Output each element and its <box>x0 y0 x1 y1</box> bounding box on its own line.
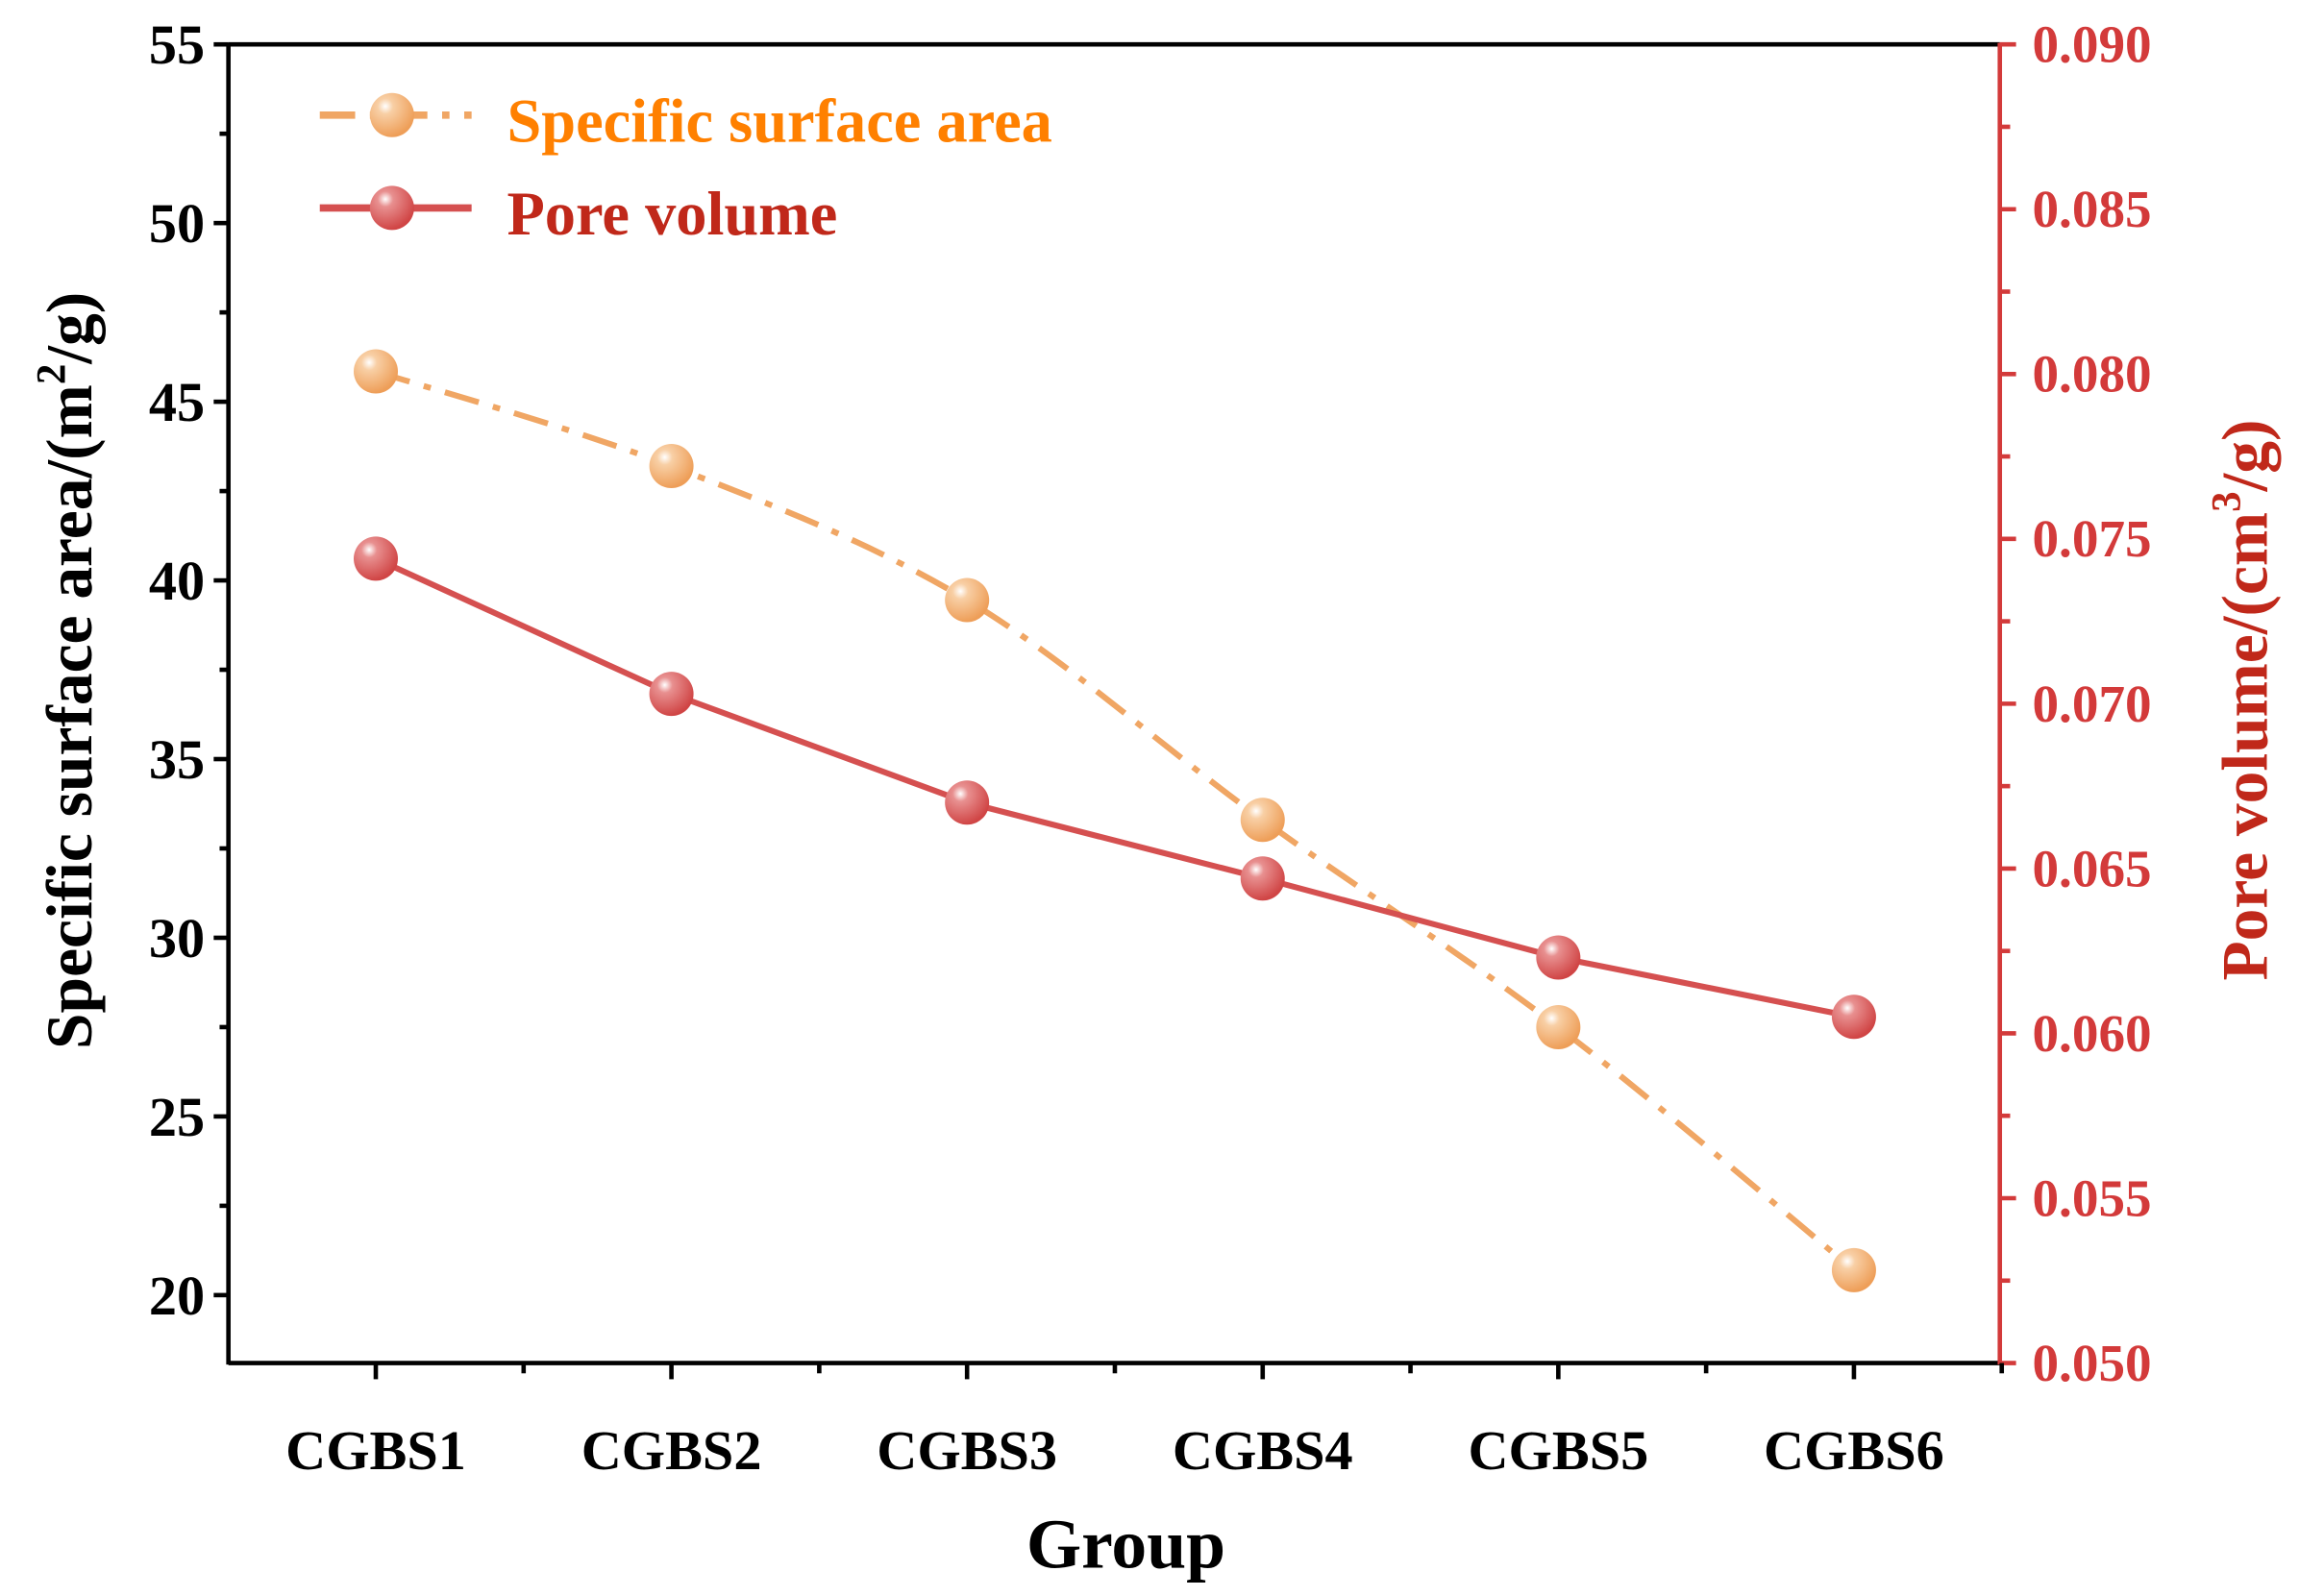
y-right-tick-label: 0.065 <box>2032 839 2151 897</box>
y-right-tick-label: 0.050 <box>2032 1334 2151 1392</box>
y-right-tick-label: 0.060 <box>2032 1004 2151 1063</box>
y-left-tick-label: 55 <box>149 13 205 76</box>
x-tick-label: CGBS6 <box>1764 1419 1944 1482</box>
y-right-tick-label: 0.070 <box>2032 675 2151 733</box>
y-axis-left-title: Specific surface area/(m2/g) <box>29 292 106 1049</box>
pore-volume-line <box>374 555 1855 1020</box>
legend-label-ssa: Specific surface area <box>507 86 1051 155</box>
legend-marker-pv <box>369 185 414 231</box>
y-left-tick-label: 40 <box>149 550 205 612</box>
pore-volume-point <box>1536 935 1581 980</box>
x-tick-label: CGBS1 <box>285 1419 466 1482</box>
pore-volume-point <box>354 536 398 581</box>
y-left-tick-label: 50 <box>149 192 205 255</box>
y-axis-right-title: Pore volume/(cm3/g) <box>2205 420 2282 981</box>
ssa-point <box>1831 1247 1876 1292</box>
ssa-point <box>354 349 398 394</box>
y-right-tick-label: 0.055 <box>2032 1168 2151 1227</box>
y-left-tick-label: 25 <box>149 1086 205 1148</box>
ssa-point <box>1536 1004 1581 1049</box>
ssa-point <box>1240 798 1285 843</box>
y-left-tick-label: 45 <box>149 371 205 433</box>
pore-volume-point <box>649 672 694 717</box>
x-tick-label: CGBS3 <box>877 1419 1057 1482</box>
pore-volume-point <box>1240 856 1285 901</box>
x-tick-label: CGBS4 <box>1173 1419 1353 1482</box>
y-right-tick-label: 0.090 <box>2032 15 2151 74</box>
legend-marker-ssa <box>369 92 414 137</box>
y-left-tick-label: 35 <box>149 728 205 791</box>
ssa-point <box>945 577 990 623</box>
x-tick-label: CGBS5 <box>1468 1419 1648 1482</box>
series-layer <box>354 349 1876 1292</box>
pore-volume-point <box>1831 994 1876 1040</box>
ssa-line <box>375 368 1856 1273</box>
axes: 20 25 30 35 40 45 50 55 0.050 0.055 0.060 0.065 0.07… <box>149 13 2152 1482</box>
legend-label-pv: Pore volume <box>507 180 837 248</box>
ssa-point <box>649 444 694 489</box>
x-tick-label: CGBS2 <box>581 1419 762 1482</box>
pore-volume-point <box>945 780 990 825</box>
x-axis-title: Group <box>1026 1505 1225 1584</box>
y-left-tick-label: 20 <box>149 1265 205 1327</box>
y-right-tick-label: 0.075 <box>2032 509 2151 568</box>
legend: Specific surface area Pore volume <box>319 86 1052 248</box>
y-left-tick-label: 30 <box>149 907 205 970</box>
y-right-tick-label: 0.085 <box>2032 180 2151 238</box>
y-right-tick-label: 0.080 <box>2032 345 2151 404</box>
